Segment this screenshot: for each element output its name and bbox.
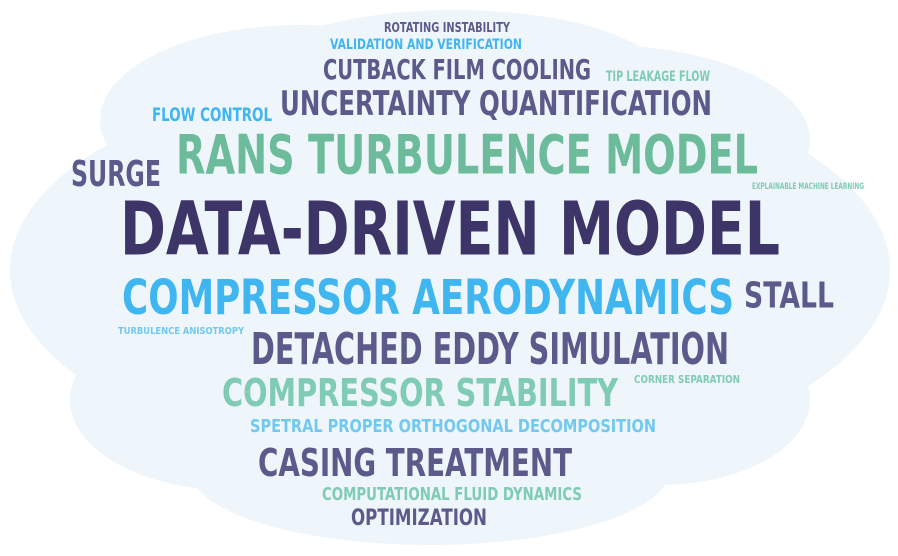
word-stall: STALL xyxy=(744,274,834,316)
word-validation-and-verification: VALIDATION AND VERIFICATION xyxy=(330,36,522,54)
word-cutback-film-cooling: CUTBACK FILM COOLING xyxy=(323,53,591,86)
word-compressor-stability: COMPRESSOR STABILITY xyxy=(222,371,618,415)
word-surge: SURGE xyxy=(71,154,161,195)
word-spetral-proper-orthogonal-decomposition: SPETRAL PROPER ORTHOGONAL DECOMPOSITION xyxy=(250,416,656,437)
word-computational-fluid-dynamics: COMPUTATIONAL FLUID DYNAMICS xyxy=(322,484,582,505)
word-casing-treatment: CASING TREATMENT xyxy=(258,441,572,485)
word-corner-separation: CORNER SEPARATION xyxy=(634,373,740,386)
word-rans-turbulence-model: RANS TURBULENCE MODEL xyxy=(176,124,758,187)
word-tip-leakage-flow: TIP LEAKAGE FLOW xyxy=(606,68,710,86)
word-flow-control: FLOW CONTROL xyxy=(152,103,272,127)
word-uncertainty-quantification: UNCERTAINTY QUANTIFICATION xyxy=(280,84,712,124)
word-turbulence-anisotropy: TURBULENCE ANISOTROPY xyxy=(118,326,244,337)
word-data-driven-model: DATA-DRIVEN MODEL xyxy=(120,185,780,272)
word-explainable-machine-learning: EXPLAINABLE MACHINE LEARNING xyxy=(752,180,864,191)
word-compressor-aerodynamics: COMPRESSOR AERODYNAMICS xyxy=(122,270,734,326)
word-detached-eddy-simulation: DETACHED EDDY SIMULATION xyxy=(251,324,729,375)
word-optimization: OPTIMIZATION xyxy=(351,506,487,531)
word-rotating-instability: ROTATING INSTABILITY xyxy=(384,19,510,36)
